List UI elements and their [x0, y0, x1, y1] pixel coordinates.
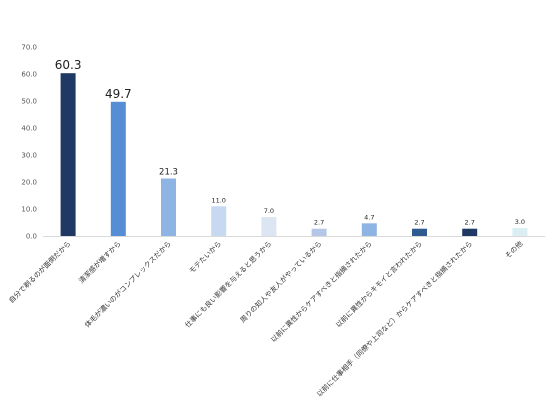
- data-label: 2.7: [414, 219, 424, 227]
- data-label: 2.7: [314, 219, 324, 227]
- bar: [261, 217, 277, 236]
- y-tick-label: 60.0: [21, 71, 37, 79]
- x-tick-label: モテたいから: [188, 240, 223, 275]
- data-label: 7.0: [264, 207, 274, 215]
- data-label: 2.7: [465, 219, 475, 227]
- x-tick-label: 以前に異性からキモイと言われたから: [334, 239, 424, 329]
- data-label: 11.0: [211, 196, 225, 204]
- y-tick-label: 50.0: [21, 98, 37, 106]
- y-tick-label: 30.0: [21, 152, 37, 160]
- x-tick-label: 体毛が濃いのがコンプレックスだから: [83, 239, 173, 329]
- bar: [311, 228, 327, 236]
- y-tick-label: 0.0: [26, 233, 37, 241]
- data-label: 4.7: [364, 213, 374, 221]
- bar: [110, 101, 126, 236]
- bar: [60, 73, 76, 236]
- bar: [211, 206, 227, 236]
- data-label: 60.3: [55, 58, 82, 72]
- x-tick-label: 自分で剃るのが面倒だから: [7, 239, 73, 305]
- y-tick-label: 70.0: [21, 44, 37, 52]
- y-tick-label: 10.0: [21, 206, 37, 214]
- data-label: 49.7: [105, 87, 132, 101]
- data-label: 3.0: [515, 218, 525, 226]
- bar: [361, 223, 377, 236]
- x-tick-label: 清潔感が増すから: [77, 239, 123, 285]
- x-tick-label: 仕事にも良い影響を与えると思うから: [183, 239, 273, 329]
- data-label: 21.3: [159, 167, 178, 177]
- bar: [462, 228, 478, 236]
- x-tick-label: 以前に異性からケアすべきと指摘されたから: [269, 239, 374, 344]
- bar: [412, 228, 427, 236]
- x-tick-label: 周りの知人や友人がやっているから: [238, 239, 323, 324]
- y-tick-label: 20.0: [21, 179, 37, 187]
- bar: [512, 227, 528, 236]
- y-tick-label: 40.0: [21, 125, 37, 133]
- bar: [161, 178, 176, 236]
- x-tick-label: その他: [503, 239, 524, 260]
